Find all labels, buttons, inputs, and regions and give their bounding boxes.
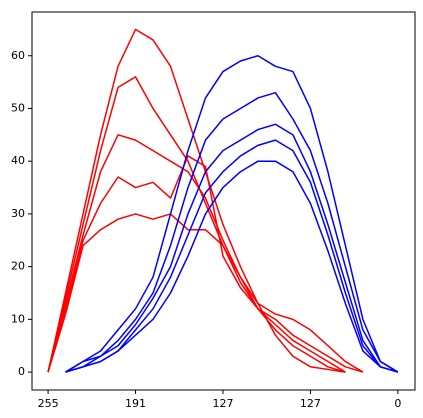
x-tick-label: 127 (212, 397, 233, 410)
data-line (65, 160, 399, 373)
data-line (65, 55, 399, 373)
data-line (65, 123, 399, 373)
y-tick-label: 40 (11, 154, 25, 167)
data-line (47, 76, 346, 373)
x-tick-label: 127 (300, 397, 321, 410)
y-tick-label: 10 (11, 312, 25, 325)
y-tick-label: 30 (11, 207, 25, 220)
data-line (47, 155, 364, 373)
y-tick-label: 50 (11, 101, 25, 114)
y-tick-label: 0 (18, 365, 25, 378)
x-tick-label: 0 (394, 397, 401, 410)
data-line (47, 28, 346, 373)
y-tick-label: 20 (11, 260, 25, 273)
x-tick-label: 191 (125, 397, 146, 410)
data-line (47, 134, 346, 373)
y-tick-label: 60 (11, 49, 25, 62)
data-line (47, 213, 364, 373)
plot-frame (31, 11, 416, 391)
data-line (65, 91, 399, 373)
x-tick-label: 255 (38, 397, 59, 410)
